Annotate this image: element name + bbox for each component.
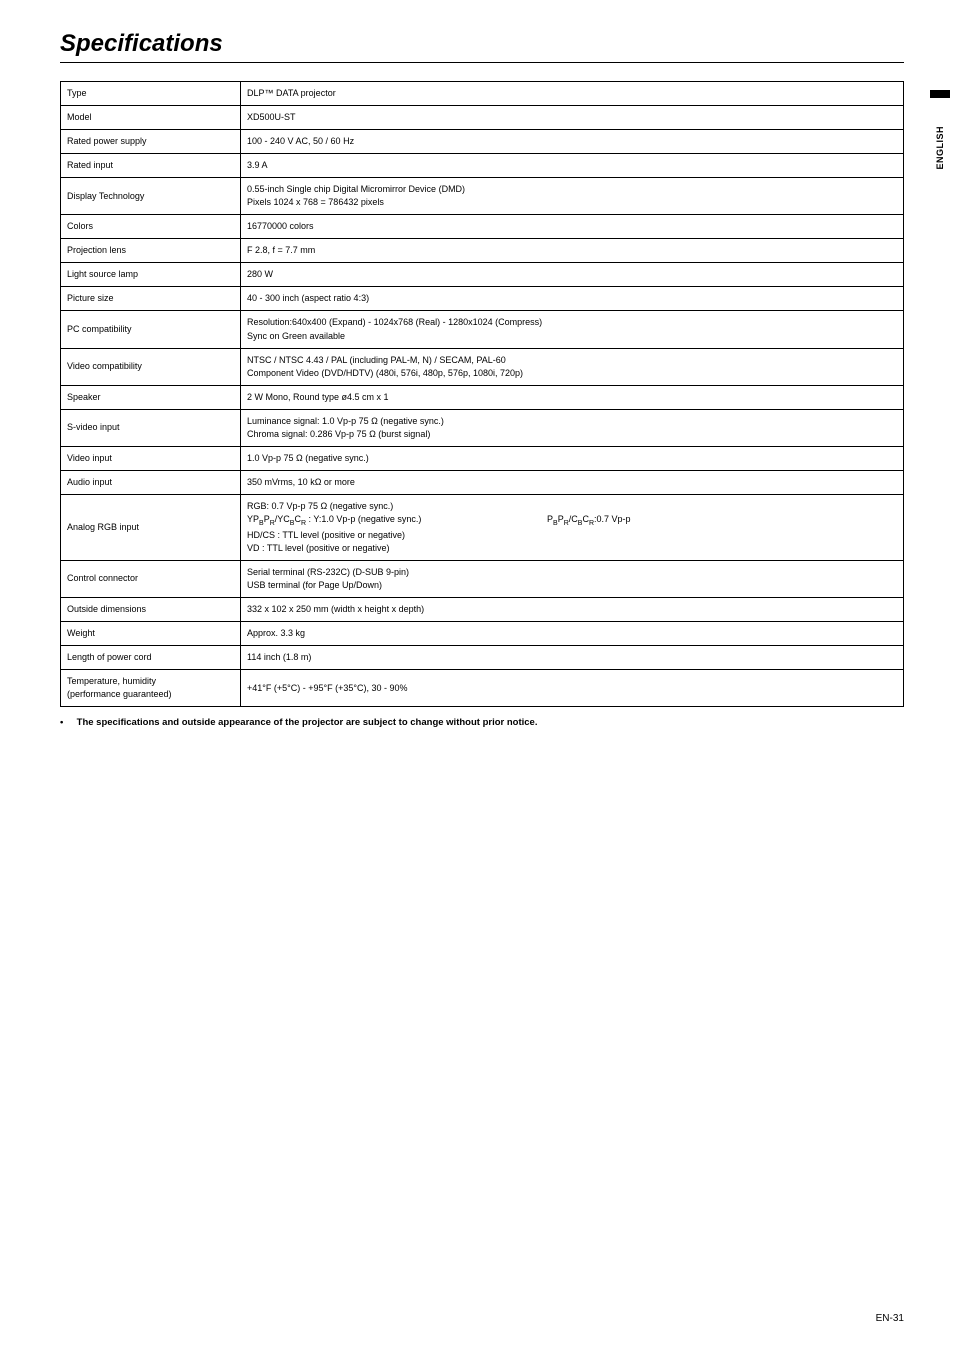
txt: :0.7 Vp-p: [594, 514, 631, 524]
spec-key: Model: [61, 106, 241, 130]
txt: YP: [247, 514, 259, 524]
spec-key: Speaker: [61, 385, 241, 409]
specifications-table: Type DLP™ DATA projector Model XD500U-ST…: [60, 81, 904, 707]
spec-value: 40 - 300 inch (aspect ratio 4:3): [241, 287, 904, 311]
spec-value: 114 inch (1.8 m): [241, 646, 904, 670]
spec-col-left: YPBPR/YCBCR : Y:1.0 Vp-p (negative sync.…: [247, 513, 547, 529]
spec-line: USB terminal (for Page Up/Down): [247, 580, 382, 590]
table-row: Audio input 350 mVrms, 10 kΩ or more: [61, 470, 904, 494]
table-row: Rated power supply 100 - 240 V AC, 50 / …: [61, 130, 904, 154]
spec-key: Type: [61, 82, 241, 106]
spec-value: RGB: 0.7 Vp-p 75 Ω (negative sync.) YPBP…: [241, 494, 904, 560]
spec-key: Display Technology: [61, 178, 241, 215]
spec-value: XD500U-ST: [241, 106, 904, 130]
spec-value: DLP™ DATA projector: [241, 82, 904, 106]
spec-key: Video input: [61, 446, 241, 470]
table-row: Picture size 40 - 300 inch (aspect ratio…: [61, 287, 904, 311]
spec-key: Weight: [61, 622, 241, 646]
spec-key: S-video input: [61, 409, 241, 446]
table-row: Weight Approx. 3.3 kg: [61, 622, 904, 646]
table-row: Speaker 2 W Mono, Round type ø4.5 cm x 1: [61, 385, 904, 409]
spec-line: Resolution:640x400 (Expand) - 1024x768 (…: [247, 317, 542, 327]
spec-value: F 2.8, f = 7.7 mm: [241, 239, 904, 263]
table-row: Rated input 3.9 A: [61, 154, 904, 178]
table-row: Light source lamp 280 W: [61, 263, 904, 287]
spec-line: Serial terminal (RS-232C) (D-SUB 9-pin): [247, 567, 409, 577]
spec-line: Chroma signal: 0.286 Vp-p 75 Ω (burst si…: [247, 429, 430, 439]
spec-value: +41°F (+5°C) - +95°F (+35°C), 30 - 90%: [241, 670, 904, 707]
footnote: • The specifications and outside appeara…: [60, 717, 904, 728]
spec-value: 2 W Mono, Round type ø4.5 cm x 1: [241, 385, 904, 409]
table-row: Model XD500U-ST: [61, 106, 904, 130]
table-row: Length of power cord 114 inch (1.8 m): [61, 646, 904, 670]
footnote-text: The specifications and outside appearanc…: [77, 717, 538, 728]
spec-value: 350 mVrms, 10 kΩ or more: [241, 470, 904, 494]
spec-line: Sync on Green available: [247, 331, 345, 341]
table-row: Video input 1.0 Vp-p 75 Ω (negative sync…: [61, 446, 904, 470]
spec-value: 3.9 A: [241, 154, 904, 178]
bullet-icon: •: [60, 717, 74, 728]
spec-line: HD/CS : TTL level (positive or negative): [247, 529, 897, 542]
spec-value: 16770000 colors: [241, 215, 904, 239]
spec-line: VD : TTL level (positive or negative): [247, 542, 897, 555]
spec-value: Luminance signal: 1.0 Vp-p 75 Ω (negativ…: [241, 409, 904, 446]
spec-value: 1.0 Vp-p 75 Ω (negative sync.): [241, 446, 904, 470]
spec-value: 280 W: [241, 263, 904, 287]
txt: /YC: [275, 514, 290, 524]
spec-key: Picture size: [61, 287, 241, 311]
spec-value: Serial terminal (RS-232C) (D-SUB 9-pin) …: [241, 560, 904, 597]
spec-key: Length of power cord: [61, 646, 241, 670]
spec-key-line: Temperature, humidity: [67, 676, 156, 686]
spec-line: NTSC / NTSC 4.43 / PAL (including PAL-M,…: [247, 355, 506, 365]
spec-line: Luminance signal: 1.0 Vp-p 75 Ω (negativ…: [247, 416, 444, 426]
page-content: Specifications Type DLP™ DATA projector …: [0, 0, 954, 758]
spec-key: Outside dimensions: [61, 598, 241, 622]
spec-key: Audio input: [61, 470, 241, 494]
spec-value: Resolution:640x400 (Expand) - 1024x768 (…: [241, 311, 904, 348]
spec-col-right: PBPR/CBCR:0.7 Vp-p: [547, 513, 897, 529]
page-title: Specifications: [60, 30, 904, 63]
spec-key: Projection lens: [61, 239, 241, 263]
table-row: Projection lens F 2.8, f = 7.7 mm: [61, 239, 904, 263]
spec-line: Component Video (DVD/HDTV) (480i, 576i, …: [247, 368, 523, 378]
spec-value: 0.55-inch Single chip Digital Micromirro…: [241, 178, 904, 215]
spec-key: Temperature, humidity (performance guara…: [61, 670, 241, 707]
spec-line: 0.55-inch Single chip Digital Micromirro…: [247, 184, 465, 194]
table-row: Video compatibility NTSC / NTSC 4.43 / P…: [61, 348, 904, 385]
table-row: Outside dimensions 332 x 102 x 250 mm (w…: [61, 598, 904, 622]
table-row: Display Technology 0.55-inch Single chip…: [61, 178, 904, 215]
table-row: S-video input Luminance signal: 1.0 Vp-p…: [61, 409, 904, 446]
spec-value: NTSC / NTSC 4.43 / PAL (including PAL-M,…: [241, 348, 904, 385]
spec-key-line: (performance guaranteed): [67, 689, 172, 699]
table-row: Type DLP™ DATA projector: [61, 82, 904, 106]
table-row: Temperature, humidity (performance guara…: [61, 670, 904, 707]
spec-key: Rated power supply: [61, 130, 241, 154]
spec-value: 332 x 102 x 250 mm (width x height x dep…: [241, 598, 904, 622]
spec-line: Pixels 1024 x 768 = 786432 pixels: [247, 197, 384, 207]
spec-key: Light source lamp: [61, 263, 241, 287]
table-row: PC compatibility Resolution:640x400 (Exp…: [61, 311, 904, 348]
spec-line-two-col: YPBPR/YCBCR : Y:1.0 Vp-p (negative sync.…: [247, 513, 897, 529]
spec-key: PC compatibility: [61, 311, 241, 348]
spec-value: 100 - 240 V AC, 50 / 60 Hz: [241, 130, 904, 154]
spec-key: Video compatibility: [61, 348, 241, 385]
spec-value: Approx. 3.3 kg: [241, 622, 904, 646]
table-row: Colors 16770000 colors: [61, 215, 904, 239]
spec-key: Rated input: [61, 154, 241, 178]
spec-key: Colors: [61, 215, 241, 239]
table-row: Control connector Serial terminal (RS-23…: [61, 560, 904, 597]
spec-line: RGB: 0.7 Vp-p 75 Ω (negative sync.): [247, 500, 897, 513]
spec-key: Control connector: [61, 560, 241, 597]
page-number: EN-31: [876, 1313, 904, 1324]
txt: : Y:1.0 Vp-p (negative sync.): [306, 514, 421, 524]
spec-key: Analog RGB input: [61, 494, 241, 560]
table-row: Analog RGB input RGB: 0.7 Vp-p 75 Ω (neg…: [61, 494, 904, 560]
txt: /C: [569, 514, 578, 524]
